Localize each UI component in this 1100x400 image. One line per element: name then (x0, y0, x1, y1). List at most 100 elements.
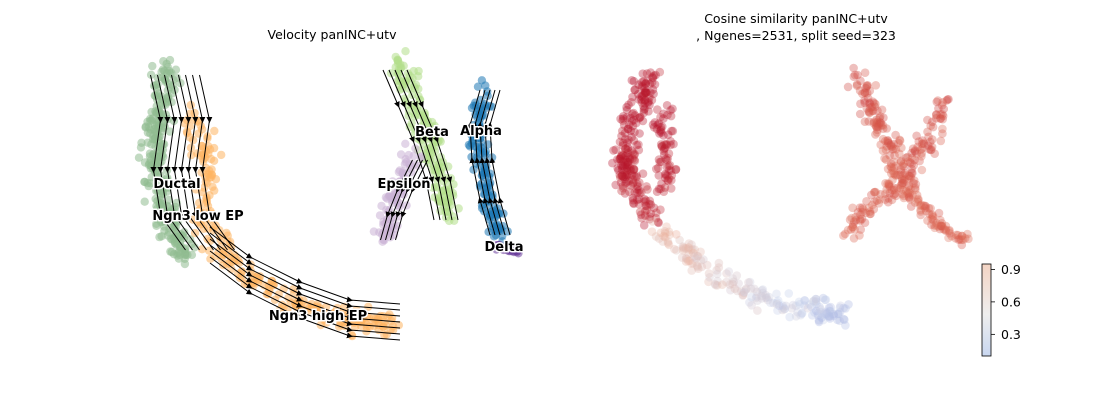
cosine-point (839, 231, 848, 240)
cosine-point (622, 102, 631, 112)
cosine-point (696, 247, 705, 257)
cosine-point (858, 205, 868, 214)
cosine-point (897, 178, 907, 188)
cosine-point (927, 145, 936, 154)
cosine-point (618, 126, 627, 136)
cosine-point (851, 212, 860, 222)
cosine-point (636, 210, 646, 219)
cosine-point (952, 230, 961, 240)
cosine-point (937, 101, 947, 110)
velocity-streamlines (150, 69, 511, 341)
cosine-point (635, 112, 645, 122)
cell-point (146, 70, 156, 80)
cosine-point (641, 196, 651, 205)
cosine-point (919, 201, 928, 211)
cosine-point (637, 98, 647, 107)
cosine-point (632, 184, 642, 194)
cosine-point (797, 309, 806, 318)
cosine-point (942, 96, 951, 105)
cosine-point (914, 137, 924, 146)
cosine-point (630, 188, 640, 197)
cell-point (408, 74, 417, 83)
cosine-point (649, 71, 659, 80)
cosine-point (913, 142, 922, 152)
cosine-point (702, 260, 712, 270)
cosine-point (747, 301, 756, 310)
cosine-point (623, 157, 633, 167)
cosine-point (864, 107, 874, 116)
cosine-point (638, 116, 648, 126)
cosine-point (656, 127, 665, 136)
cosine-point (633, 179, 642, 189)
cosine-point (616, 178, 626, 187)
cosine-point (628, 92, 637, 102)
cosine-point (785, 312, 794, 322)
cosine-point (904, 181, 914, 190)
cosine-point (634, 89, 643, 99)
cosine-point (617, 165, 627, 174)
cosine-point (641, 79, 650, 88)
cosine-point (746, 284, 756, 294)
cosine-point (773, 298, 782, 307)
cosine-point (637, 188, 646, 197)
cosine-point (646, 88, 655, 97)
cosine-point (784, 289, 794, 298)
cosine-point (693, 251, 703, 261)
cosine-point (889, 157, 899, 167)
cosine-point (857, 214, 867, 224)
cosine-point (822, 308, 832, 318)
cosine-point (812, 294, 821, 304)
cosine-point (869, 118, 878, 128)
velocity-points (134, 47, 523, 341)
cosine-panel-title-line1: Cosine similarity panINC+utv (704, 11, 888, 26)
cosine-point (840, 315, 849, 325)
cosine-point (640, 104, 649, 114)
cosine-point (641, 201, 650, 210)
cosine-point (811, 306, 821, 316)
cosine-point (881, 195, 890, 204)
cosine-point (882, 185, 891, 194)
cosine-point (722, 277, 731, 287)
cosine-point (881, 189, 890, 198)
cosine-point (712, 266, 721, 275)
cosine-point (894, 138, 903, 148)
cosine-point (713, 276, 722, 286)
cosine-point (630, 171, 639, 181)
cosine-point (687, 240, 696, 249)
cosine-point (662, 140, 671, 150)
cosine-point (872, 119, 882, 128)
cosine-point (834, 309, 843, 319)
cosine-point (883, 164, 893, 174)
cosine-point (662, 155, 672, 165)
cell-point (210, 186, 219, 195)
cosine-point (732, 271, 742, 280)
velocity-streamline (171, 74, 207, 251)
cosine-point (841, 321, 850, 330)
colorbar: 0.9 0.6 0.3 (981, 262, 1021, 357)
cell-point (401, 139, 410, 148)
cosine-point (640, 197, 649, 206)
cosine-point (613, 163, 622, 173)
cosine-point (757, 286, 767, 295)
cosine-point (874, 199, 884, 208)
cosine-point (620, 189, 630, 198)
cosine-point (637, 95, 646, 104)
cosine-point (622, 170, 631, 180)
cosine-point (903, 189, 912, 198)
cosine-point (862, 104, 872, 113)
cosine-point (853, 70, 862, 80)
cosine-point (855, 109, 865, 119)
cosine-point (918, 139, 927, 149)
cosine-point (938, 124, 947, 134)
cosine-point (855, 215, 865, 224)
cosine-point (649, 89, 658, 99)
cell-point (408, 90, 417, 100)
cosine-point (945, 225, 954, 235)
cosine-point (684, 243, 693, 252)
cosine-point (663, 176, 672, 185)
cosine-point (664, 227, 674, 237)
cosine-point (685, 256, 694, 266)
cosine-point (905, 174, 914, 183)
cosine-point (625, 120, 634, 130)
cosine-point (615, 154, 625, 164)
